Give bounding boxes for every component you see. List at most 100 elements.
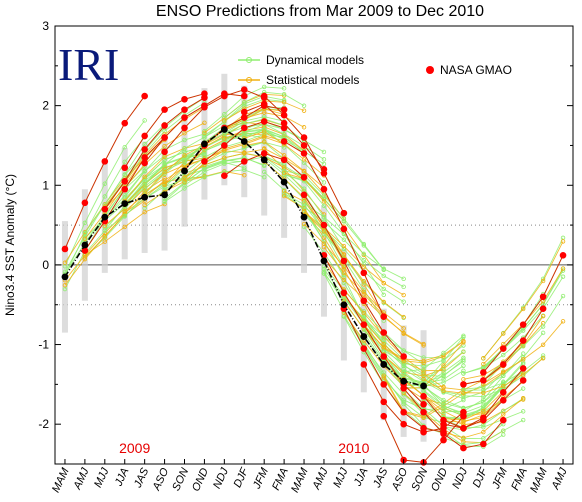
statistical-model-point xyxy=(341,252,347,258)
statistical-model-point xyxy=(401,330,406,336)
dynamical-model-line xyxy=(403,393,504,448)
statistical-model-point xyxy=(461,420,466,425)
dynamical-model-point xyxy=(361,251,367,257)
gmao-forecast-point xyxy=(460,381,467,388)
dynamical-model-line xyxy=(184,156,285,186)
observed-point xyxy=(280,178,288,186)
x-tick-label: OND xyxy=(190,466,211,493)
gmao-forecast-line xyxy=(144,93,245,164)
dynamical-model-point xyxy=(341,246,347,252)
dynamical-model-point xyxy=(461,355,466,361)
gmao-forecast-point xyxy=(340,209,348,217)
dynamical-model-line xyxy=(323,273,424,375)
gmao-forecast-line xyxy=(104,97,205,210)
gmao-forecast-point xyxy=(201,158,208,165)
gmao-forecast-point xyxy=(181,114,188,121)
gmao-forecast-line xyxy=(423,380,524,429)
x-tick-label: NDJ xyxy=(450,466,470,491)
gmao-forecast-point xyxy=(240,114,248,121)
gmao-forecast-point xyxy=(260,150,268,157)
statistical-model-point xyxy=(261,110,267,115)
dynamical-model-point xyxy=(461,349,466,354)
x-tick-label: MJJ xyxy=(331,466,351,490)
x-tick-label: ASO xyxy=(389,466,410,493)
gmao-forecast-point xyxy=(519,321,527,328)
statistical-model-point xyxy=(540,356,546,361)
statistical-model-point xyxy=(142,174,147,180)
statistical-model-point xyxy=(82,236,88,241)
observed-point xyxy=(360,333,368,340)
observed-point xyxy=(101,213,109,221)
dynamical-model-point xyxy=(341,216,347,221)
x-tick-label: ASO xyxy=(150,466,171,493)
gmao-forecast-point xyxy=(221,142,228,149)
dynamical-model-point xyxy=(461,368,466,373)
dynamical-model-line xyxy=(483,270,564,369)
gmao-forecast-point xyxy=(280,138,288,145)
statistical-model-point xyxy=(520,357,526,362)
dynamical-model-line xyxy=(403,389,504,440)
dynamical-model-point xyxy=(281,86,287,91)
dynamical-model-point xyxy=(381,273,386,279)
statistical-model-point xyxy=(540,313,546,319)
dynamical-model-point xyxy=(501,373,506,378)
observed-point xyxy=(220,126,228,133)
dynamical-model-point xyxy=(341,280,347,286)
statistical-model-line xyxy=(84,203,165,256)
dynamical-model-line xyxy=(383,335,464,373)
statistical-model-point xyxy=(321,199,327,204)
statistical-model-point xyxy=(520,306,526,312)
statistical-model-point xyxy=(202,120,207,125)
dynamical-model-point xyxy=(501,352,506,358)
dynamical-model-point xyxy=(321,214,327,220)
statistical-model-point xyxy=(461,435,466,441)
dynamical-model-point xyxy=(182,183,187,188)
brand-label: IRI xyxy=(58,39,119,90)
dynamical-model-point xyxy=(301,103,307,108)
gmao-forecast-point xyxy=(420,393,427,400)
statistical-model-point xyxy=(560,319,566,324)
dynamical-model-line xyxy=(403,372,504,416)
gmao-forecast-point xyxy=(360,321,368,328)
dynamical-model-point xyxy=(222,151,227,156)
statistical-model-point xyxy=(421,360,426,366)
gmao-forecast-point xyxy=(181,106,188,113)
x-tick-label: MJJ xyxy=(92,466,112,490)
dynamical-model-line xyxy=(463,355,544,391)
gmao-forecast-point xyxy=(280,106,288,113)
statistical-model-point xyxy=(82,255,88,260)
statistical-model-point xyxy=(401,314,406,320)
dynamical-model-point xyxy=(421,389,426,394)
statistical-model-point xyxy=(461,390,466,395)
gmao-forecast-point xyxy=(141,132,148,140)
dynamical-model-point xyxy=(560,274,566,279)
gmao-forecast-point xyxy=(320,221,328,229)
dynamical-model-point xyxy=(481,387,486,393)
gmao-forecast-point xyxy=(300,191,308,199)
dynamical-model-point xyxy=(301,186,307,191)
gmao-forecast-point xyxy=(340,257,348,265)
statistical-model-point xyxy=(341,270,347,276)
observed-point xyxy=(61,273,69,281)
dynamical-model-point xyxy=(401,361,406,366)
statistical-model-line xyxy=(104,122,205,210)
statistical-model-point xyxy=(540,278,546,284)
observed-point xyxy=(380,361,388,368)
gmao-forecast-line xyxy=(403,388,504,449)
dynamical-model-point xyxy=(441,377,446,382)
dynamical-model-point xyxy=(421,366,426,372)
gmao-forecast-point xyxy=(240,108,248,116)
dynamical-model-line xyxy=(363,332,464,385)
gmao-forecast-point xyxy=(260,92,268,100)
statistical-model-line xyxy=(283,190,385,315)
gmao-forecast-point xyxy=(420,408,427,416)
x-tick-label: AMJ xyxy=(310,466,331,492)
observed-point xyxy=(161,191,168,199)
statistical-model-point xyxy=(62,260,68,265)
dynamical-model-line xyxy=(303,212,404,303)
statistical-model-point xyxy=(381,280,386,286)
gmao-forecast-line xyxy=(283,141,385,317)
gmao-forecast-point xyxy=(499,361,507,368)
dynamical-model-point xyxy=(162,162,167,168)
statistical-model-point xyxy=(202,130,207,135)
